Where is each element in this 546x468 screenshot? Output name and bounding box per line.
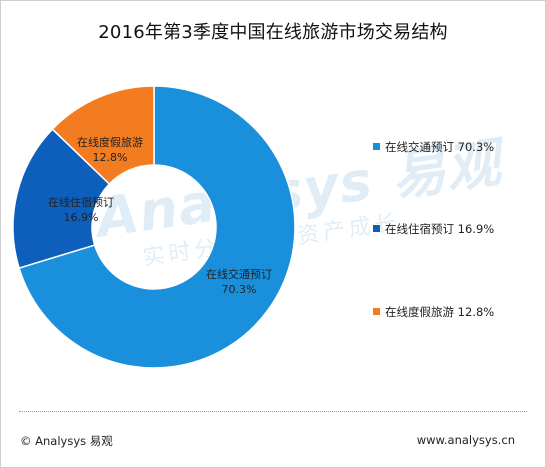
legend-label: 在线住宿预订 16.9% [385,222,495,236]
donut-slice-transport [18,85,296,369]
chart-title: 2016年第3季度中国在线旅游市场交易结构 [98,22,448,43]
slice-label-transport: 在线交通预订 70.3% [206,267,272,297]
slice-label-lodging: 在线住宿预订 16.9% [48,195,114,225]
slice-label-category: 在线住宿预订 [48,196,114,209]
slice-label-value: 70.3% [221,283,257,296]
footer-copyright: © Analysys 易观 [20,434,113,448]
legend-item-transport: 在线交通预订 70.3% [373,139,494,155]
footer-website: www.analysys.cn [416,433,515,447]
donut-slice-lodging [12,128,111,269]
legend-swatch [373,143,380,150]
legend-swatch [373,225,380,232]
slice-label-vacation: 在线度假旅游 12.8% [77,135,143,165]
donut-slice-vacation [51,85,155,186]
legend-item-vacation: 在线度假旅游 12.8% [373,304,494,320]
slice-label-category: 在线交通预订 [206,268,272,281]
legend-label: 在线交通预订 70.3% [385,140,495,154]
slice-label-value: 12.8% [92,151,128,164]
slice-label-category: 在线度假旅游 [77,136,143,149]
legend-label: 在线度假旅游 12.8% [385,305,495,319]
donut-chart [12,85,296,369]
legend-swatch [373,308,380,315]
footer-divider [19,411,527,412]
legend-item-lodging: 在线住宿预订 16.9% [373,221,494,237]
slice-label-value: 16.9% [63,211,99,224]
